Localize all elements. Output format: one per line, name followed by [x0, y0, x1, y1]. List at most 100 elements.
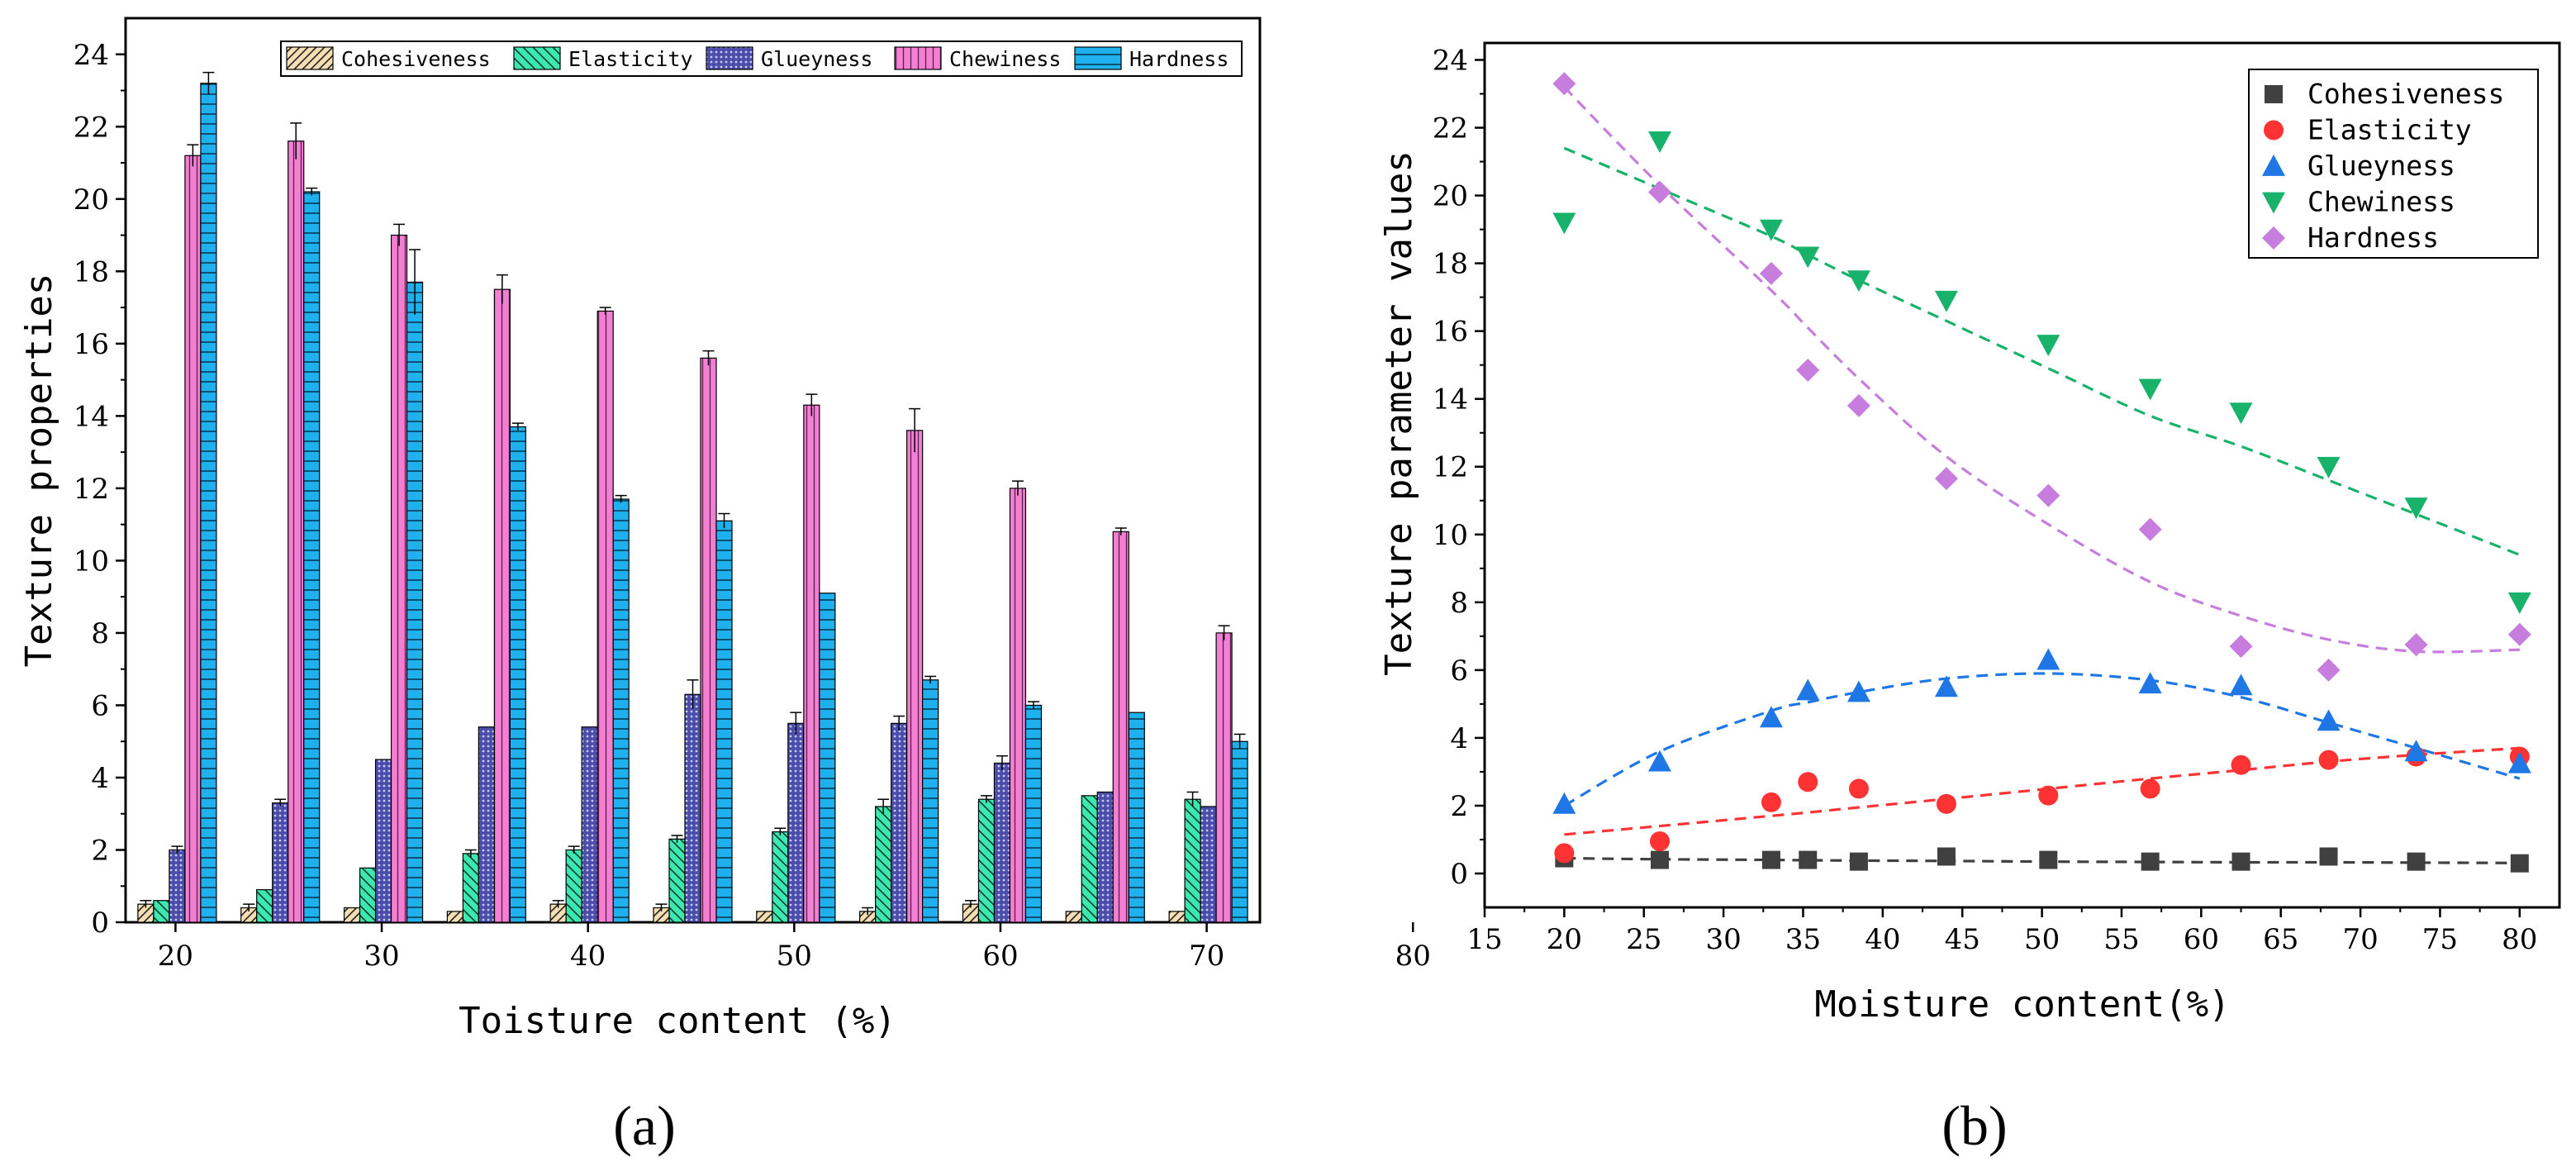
- bar-hardness-50: [715, 520, 733, 923]
- point-hardness-73.5: [2404, 633, 2428, 657]
- point-chewiness-73.5: [2404, 497, 2428, 519]
- point-hardness-33: [1759, 261, 1783, 285]
- error-bar-elasticity-50: [671, 835, 683, 843]
- error-bar-hardness-44: [615, 494, 627, 503]
- bar-elasticity-57: [772, 831, 789, 923]
- point-hardness-62.5: [2229, 635, 2253, 659]
- error-bar-glueyness-57: [790, 712, 802, 735]
- legend-label-elasticity: Elasticity: [568, 47, 693, 71]
- bar-chewiness-20: [184, 155, 202, 923]
- legend-swatch-glueyness: [706, 46, 753, 70]
- bar-chewiness-68: [1009, 488, 1027, 923]
- x-tick-label: 55: [2103, 923, 2139, 956]
- point-cohesiveness-26: [1651, 850, 1670, 869]
- legend-swatch-cohesiveness: [286, 46, 334, 70]
- panel-b-fit-lines: [1563, 86, 2521, 864]
- error-bar-chewiness-57: [806, 393, 818, 417]
- error-bar-chewiness-44: [599, 307, 611, 315]
- error-bar-cohesiveness-50: [655, 903, 668, 912]
- point-chewiness-50.4: [2037, 335, 2060, 357]
- legend-marker-elasticity: [2264, 120, 2284, 140]
- bar-cohesiveness-33: [343, 907, 361, 923]
- y-tick-label: 24: [74, 39, 109, 72]
- bar-glueyness-62: [891, 722, 908, 923]
- error-bar-hardness-50: [718, 512, 730, 529]
- bar-chewiness-33: [390, 234, 408, 923]
- bar-cohesiveness-57: [756, 911, 773, 923]
- y-tick-label: 4: [1450, 722, 1468, 755]
- legend-label-glueyness: Glueyness: [761, 47, 872, 71]
- error-bar-elasticity-57: [774, 827, 787, 835]
- y-tick-label: 12: [74, 473, 109, 506]
- point-cohesiveness-35.3: [1799, 850, 1818, 869]
- point-chewiness-26: [1648, 131, 1672, 153]
- panel-b-points: [1552, 72, 2531, 873]
- bar-chewiness-44: [596, 310, 614, 923]
- error-bar-hardness-68: [1027, 701, 1039, 709]
- bar-elasticity-26: [256, 889, 273, 923]
- x-tick-label: 70: [2342, 923, 2378, 956]
- point-glueyness-44: [1934, 675, 1958, 697]
- y-tick-label: 14: [74, 400, 109, 433]
- legend-label-glueyness: Glueyness: [2307, 150, 2455, 182]
- error-bar-elasticity-38: [464, 849, 477, 858]
- legend-label-cohesiveness: Cohesiveness: [341, 47, 491, 71]
- x-tick-label: 30: [364, 940, 399, 973]
- point-chewiness-20: [1552, 212, 1576, 235]
- legend-label-chewiness: Chewiness: [2307, 186, 2455, 218]
- legend-swatch-chewiness: [894, 46, 942, 70]
- y-tick-label: 16: [74, 328, 109, 361]
- error-bar-chewiness-80: [1218, 625, 1230, 640]
- legend-marker-hardness: [2262, 226, 2285, 250]
- panel-b-legend: Cohesiveness Elasticity Glueyness Chewiness…: [2248, 69, 2539, 259]
- bar-hardness-68: [1024, 704, 1043, 923]
- error-bar-chewiness-62: [909, 407, 921, 453]
- x-tick-label: 60: [982, 940, 1018, 973]
- point-elasticity-20: [1554, 843, 1575, 864]
- error-bar-hardness-33: [409, 249, 421, 315]
- point-glueyness-26: [1648, 750, 1672, 772]
- point-hardness-38.5: [1846, 393, 1870, 417]
- point-hardness-44: [1934, 467, 1958, 491]
- bar-hardness-74: [1128, 712, 1145, 923]
- bar-chewiness-26: [288, 140, 305, 923]
- y-tick-label: 14: [1433, 383, 1468, 417]
- x-tick-label: 65: [2263, 923, 2298, 956]
- x-tick-label: 30: [1705, 923, 1741, 956]
- error-bar-glueyness-68: [996, 754, 1008, 771]
- point-glueyness-33: [1759, 706, 1783, 728]
- y-tick-label: 20: [1433, 180, 1468, 213]
- point-hardness-50.4: [2037, 483, 2060, 507]
- x-tick-label: 40: [570, 940, 606, 973]
- panel-a-label: (a): [613, 1094, 675, 1157]
- x-tick-label: 20: [1547, 923, 1582, 956]
- point-cohesiveness-68: [2319, 847, 2338, 866]
- y-tick-label: 4: [91, 762, 109, 795]
- panel-a-x-ticks: 20 30 40 50 60 70 80: [158, 922, 1431, 973]
- point-glueyness-80: [2507, 751, 2531, 774]
- point-cohesiveness-33: [1761, 850, 1780, 869]
- point-cohesiveness-38.5: [1849, 852, 1868, 871]
- point-chewiness-56.8: [2138, 378, 2162, 401]
- point-chewiness-44: [1934, 290, 1958, 312]
- error-bar-cohesiveness-20: [140, 899, 152, 908]
- y-tick-label: 20: [74, 183, 109, 217]
- point-glueyness-62.5: [2229, 674, 2253, 696]
- point-elasticity-44: [1936, 793, 1956, 814]
- panel-b-label: (b): [1942, 1094, 2007, 1157]
- error-bar-chewiness-74: [1115, 527, 1127, 536]
- point-elasticity-38.5: [1848, 778, 1869, 799]
- fit-line-elasticity: [1564, 746, 2520, 836]
- y-tick-label: 0: [1450, 858, 1468, 891]
- panel-a-legend: Cohesiveness Elasticity Glueyness Chewiness…: [280, 40, 1243, 77]
- bar-chewiness-62: [906, 430, 924, 923]
- point-chewiness-38.5: [1846, 270, 1870, 293]
- panel-b-y-axis-label: Texture parameter values: [1378, 150, 1420, 676]
- error-bar-glueyness-20: [171, 845, 183, 854]
- error-bar-glueyness-50: [687, 679, 699, 709]
- error-bar-chewiness-26: [290, 122, 302, 159]
- point-elasticity-50.4: [2038, 785, 2059, 806]
- bar-hardness-80: [1231, 740, 1248, 923]
- bar-hardness-62: [922, 679, 939, 923]
